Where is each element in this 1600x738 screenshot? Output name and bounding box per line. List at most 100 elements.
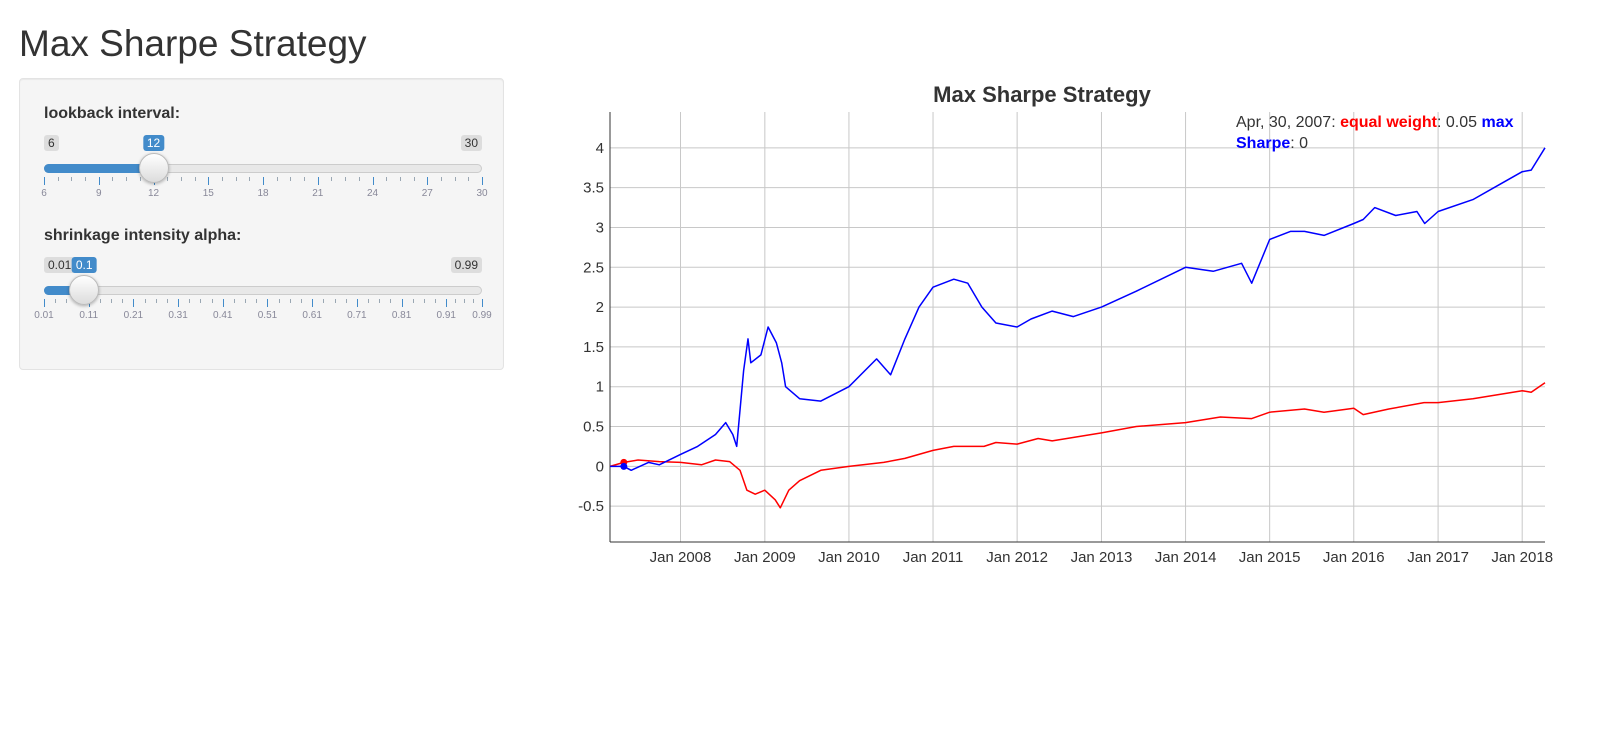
performance-chart[interactable]: Max Sharpe Strategy -0.5 0 0.5 1 1.5 2 2.5 3 3.5…	[560, 74, 1560, 634]
y-tick-label: 2.5	[583, 259, 604, 276]
lookback-interval-slider[interactable]: 6 30 12 6 9 12 15 18 21 24 27 30	[41, 135, 488, 209]
slider-minor-tick	[435, 299, 437, 303]
chart-axes: -0.5 0 0.5 1 1.5 2 2.5 3 3.5 4 Jan 2008 Jan 2009 Jan…	[578, 112, 1553, 566]
slider-minor-tick	[122, 299, 124, 303]
slider-major-tick	[133, 299, 135, 307]
chart-svg[interactable]: Max Sharpe Strategy -0.5 0 0.5 1 1.5 2 2.5 3 3.5…	[560, 74, 1560, 634]
slider-minor-tick	[71, 177, 73, 181]
slider-minor-tick	[211, 299, 213, 303]
slider-track[interactable]	[44, 286, 482, 295]
slider-minor-tick	[454, 177, 456, 181]
x-tick-label: Jan 2015	[1239, 549, 1301, 566]
legend-equal-weight-value: 0.05	[1445, 114, 1478, 131]
slider-major-tick	[356, 299, 358, 307]
slider-major-tick	[44, 177, 45, 185]
slider-minor-tick	[358, 177, 360, 181]
slider-major-tick	[267, 299, 269, 307]
slider-minor-tick	[440, 177, 442, 181]
slider-minor-tick	[85, 177, 87, 181]
slider-major-tick	[427, 177, 429, 185]
slider-minor-tick	[334, 299, 336, 303]
x-tick-label: Jan 2009	[734, 549, 796, 566]
slider-minor-tick	[412, 299, 414, 303]
slider-minor-tick	[167, 177, 169, 181]
x-tick-label: Jan 2014	[1155, 549, 1217, 566]
slider-tick-label: 0.01	[34, 310, 54, 321]
x-tick-label: Jan 2013	[1071, 549, 1133, 566]
slider-minor-tick	[455, 299, 457, 303]
slider-minor-tick	[126, 177, 128, 181]
slider-minor-tick	[249, 177, 251, 181]
x-tick-label: Jan 2012	[986, 549, 1048, 566]
slider-minor-tick	[112, 177, 114, 181]
slider-fill	[44, 164, 154, 173]
slider-minor-tick	[345, 299, 347, 303]
slider-minor-tick	[468, 177, 470, 181]
x-tick-label: Jan 2008	[650, 549, 712, 566]
shrinkage-alpha-label: shrinkage intensity alpha:	[44, 227, 242, 244]
slider-major-tick	[401, 299, 403, 307]
slider-minor-tick	[473, 299, 475, 303]
slider-minor-tick	[379, 299, 381, 303]
slider-minor-tick	[221, 177, 223, 181]
y-tick-label: 1.5	[583, 339, 604, 356]
slider-minor-tick	[66, 299, 68, 303]
slider-major-tick	[178, 299, 180, 307]
slider-minor-tick	[256, 299, 258, 303]
slider-minor-tick	[139, 177, 141, 181]
slider-min-label: 6	[44, 135, 59, 151]
slider-tick-label: 21	[312, 188, 324, 199]
slider-major-tick	[482, 299, 483, 307]
x-tick-label: Jan 2018	[1491, 549, 1553, 566]
x-tick-label: Jan 2017	[1407, 549, 1469, 566]
legend-max-sharpe-name: max Sharpe	[1236, 114, 1514, 152]
y-tick-label: 1	[596, 379, 604, 396]
slider-minor-tick	[200, 299, 202, 303]
slider-tick-label: 0.71	[347, 310, 367, 321]
slider-minor-tick	[368, 299, 370, 303]
slider-min-label: 0.01	[44, 257, 76, 273]
slider-minor-tick	[144, 299, 146, 303]
slider-minor-tick	[345, 177, 347, 181]
slider-minor-tick	[464, 299, 466, 303]
slider-tick-label: 30	[476, 188, 488, 199]
slider-major-tick	[222, 299, 224, 307]
y-tick-label: 0.5	[583, 419, 604, 436]
slider-major-tick	[312, 299, 314, 307]
slider-major-tick	[446, 299, 448, 307]
slider-minor-tick	[155, 299, 157, 303]
slider-minor-tick	[399, 177, 401, 181]
slider-minor-tick	[235, 177, 237, 181]
slider-handle[interactable]	[69, 275, 100, 305]
y-tick-label: 2	[596, 299, 604, 316]
slider-minor-tick	[413, 177, 415, 181]
slider-tick-label: 18	[257, 188, 269, 199]
slider-value-label: 12	[142, 135, 165, 151]
slider-minor-tick	[290, 177, 292, 181]
slider-minor-tick	[423, 299, 425, 303]
slider-tick-label: 9	[95, 188, 102, 199]
highlight-point-max-sharpe	[620, 462, 628, 470]
slider-minor-tick	[390, 299, 392, 303]
slider-tick-label: 0.31	[168, 310, 188, 321]
slider-minor-tick	[304, 177, 306, 181]
slider-major-tick	[372, 177, 374, 185]
shrinkage-alpha-slider[interactable]: 0.01 0.99 0.1 0.01 0.11 0.21 0.31 0.41 0.51 0.…	[34, 257, 492, 331]
slider-minor-tick	[331, 177, 333, 181]
slider-major-tick	[98, 177, 100, 185]
page-title: Max Sharpe Strategy	[19, 23, 367, 64]
slider-minor-tick	[57, 177, 59, 181]
slider-major-tick	[263, 177, 264, 185]
slider-tick-label: 0.99	[472, 310, 492, 321]
slider-tick-label: 0.11	[79, 310, 99, 321]
slider-tick-label: 0.51	[257, 310, 278, 321]
slider-minor-tick	[180, 177, 182, 181]
x-tick-label: Jan 2010	[818, 549, 880, 566]
slider-major-tick	[317, 177, 319, 185]
x-tick-label: Jan 2011	[903, 549, 964, 566]
slider-tick-label: 24	[366, 188, 379, 199]
y-tick-label: 3.5	[583, 180, 604, 197]
slider-handle[interactable]	[138, 153, 169, 183]
slider-major-tick	[208, 177, 210, 185]
y-tick-label: 4	[596, 140, 604, 157]
